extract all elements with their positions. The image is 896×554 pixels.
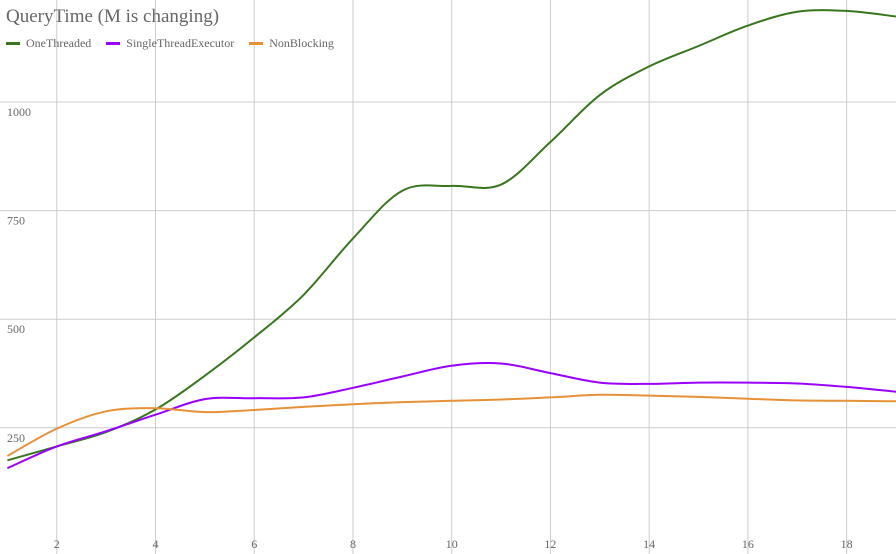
- chart-title: QueryTime (M is changing): [6, 6, 220, 27]
- x-tick-label: 12: [544, 537, 556, 551]
- legend-item-nonblocking[interactable]: NonBlocking: [249, 36, 334, 51]
- x-tick-label: 8: [350, 537, 356, 551]
- legend-swatch: [106, 42, 121, 45]
- series-lines: [6, 9, 896, 470]
- legend-swatch: [249, 42, 264, 45]
- legend-label: SingleThreadExecutor: [126, 36, 235, 50]
- x-tick-label: 14: [643, 537, 655, 551]
- tick-labels: 2 4 6 8 10 12 14 16 18 250 500 750 1000: [7, 105, 853, 551]
- y-tick-label: 750: [7, 214, 25, 228]
- x-tick-label: 16: [742, 537, 754, 551]
- series-line-singlethreadexecutor: [6, 362, 896, 470]
- series-line-onethreaded: [7, 9, 896, 462]
- legend: OneThreaded SingleThreadExecutor NonBloc…: [6, 36, 349, 51]
- legend-item-onethreaded[interactable]: OneThreaded: [6, 36, 91, 51]
- x-tick-label: 10: [446, 537, 458, 551]
- x-tick-label: 2: [54, 537, 60, 551]
- legend-label: OneThreaded: [26, 36, 92, 50]
- y-tick-label: 250: [7, 431, 25, 445]
- legend-item-singlethreadexecutor[interactable]: SingleThreadExecutor: [106, 36, 234, 51]
- legend-label: NonBlocking: [269, 36, 334, 50]
- legend-swatch: [6, 42, 20, 45]
- x-tick-label: 6: [251, 537, 257, 551]
- x-tick-label: 4: [153, 537, 159, 551]
- y-tick-label: 1000: [7, 105, 31, 119]
- series-line-nonblocking: [6, 393, 896, 457]
- x-tick-label: 18: [841, 537, 853, 551]
- y-tick-label: 500: [7, 322, 25, 336]
